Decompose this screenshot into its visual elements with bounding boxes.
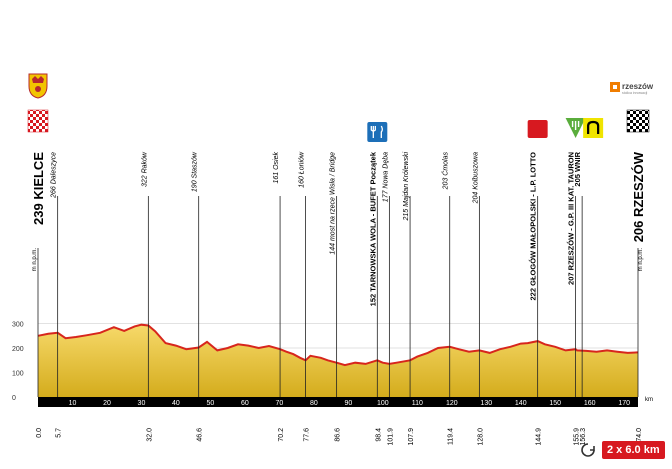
km-label: 46.6	[197, 428, 204, 442]
loop-icon	[581, 443, 595, 457]
x-tick-label: 30	[138, 400, 146, 407]
waypoint-label: 266 Daleszyce	[51, 152, 58, 199]
lap-badge: 2 x 6.0 km	[580, 438, 668, 462]
x-tick-label: 40	[172, 400, 180, 407]
start-flag-icon	[27, 109, 49, 133]
x-tick-label: 70	[275, 400, 283, 407]
km-label: 86.6	[335, 428, 342, 442]
sprint-icon	[527, 120, 548, 138]
km-label: 70.2	[278, 428, 285, 442]
waypoint-label: 152 TARNOWSKA WOLA - BUFET Początek	[368, 151, 377, 306]
km-label: 32.0	[146, 428, 153, 442]
y-tick-label: 0	[12, 395, 16, 402]
rzeszow-logo-sub: stolica innowacji	[622, 91, 648, 95]
kielce-crest-icon	[28, 73, 48, 99]
waypoint-label: 207 RZESZÓW - G.P. III KAT. TAURON	[567, 152, 576, 285]
km-label: 107.9	[408, 428, 415, 446]
x-tick-label: 60	[241, 400, 249, 407]
y-tick-label: 100	[12, 371, 24, 378]
x-tick-label: 100	[377, 400, 389, 407]
x-tick-label: 20	[103, 400, 111, 407]
km-label: 119.4	[448, 428, 455, 445]
waypoint-label: 190 Staszów	[192, 151, 199, 192]
km-label: 77.6	[304, 428, 311, 442]
km-label: 174.0	[636, 428, 643, 446]
waypoint-label: 205 WNIR	[573, 151, 582, 186]
start-label: 239 KIELCE	[31, 152, 46, 225]
x-tick-label: 50	[207, 400, 215, 407]
km-label: 101.9	[387, 428, 394, 446]
axis-bar	[38, 397, 638, 407]
profile-area	[37, 323, 639, 397]
feed-zone-icon	[367, 122, 388, 142]
y-axis-label-end: m n.p.m.	[638, 248, 644, 272]
x-tick-label: 150	[549, 400, 561, 407]
x-tick-label: 130	[480, 400, 492, 407]
x-tick-label: 120	[446, 400, 458, 407]
lap-distance: 2 x 6.0 km	[602, 441, 665, 459]
waypoint-label: 222 GŁOGÓW MAŁOPOLSKI - L.P. LOTTO	[529, 152, 538, 301]
km-label: 128.0	[477, 428, 484, 446]
waypoint-markers	[37, 196, 639, 397]
profile-fill	[38, 324, 638, 397]
waypoint-label: 161 Osiek	[273, 152, 280, 184]
rzeszow-logo-text: rzeszów	[622, 82, 654, 91]
x-tick-label: 10	[69, 400, 77, 407]
km-label: 144.9	[536, 428, 543, 446]
km-label: 156.3	[580, 428, 587, 446]
waypoint-label: 322 Raków	[141, 151, 148, 187]
waypoint-label: 215 Majdan Królewski	[403, 152, 410, 222]
finish-label: 206 RZESZÓW	[631, 151, 646, 242]
waypoint-label: 203 Ćmolas	[441, 152, 450, 191]
x-tick-label: 160	[584, 400, 596, 407]
y-axis-label: m n.p.m.	[32, 248, 38, 272]
km-label: 0.0	[36, 428, 43, 438]
y-tick-label: 300	[12, 322, 24, 329]
mountain-icon	[565, 118, 586, 138]
waypoint-label: 204 Kolbuszowa	[472, 152, 479, 204]
km-label: 98.4	[375, 428, 382, 442]
finish-flag-icon	[626, 109, 650, 133]
x-tick-label: 90	[344, 400, 352, 407]
waypoint-label: 160 Łoniów	[299, 151, 306, 188]
waypoint-label: 177 Nowa Dęba	[382, 152, 389, 202]
x-tick-label: 170	[618, 400, 630, 407]
finish-circuit-icon	[583, 118, 604, 138]
km-axis: 10 20 30 40 50 60 70 80 90 100 110 120 130 140 150 160 1…	[38, 397, 653, 407]
x-tick-label: 140	[515, 400, 527, 407]
km-label: 155.9	[574, 428, 581, 446]
km-label: 5.7	[56, 428, 63, 438]
waypoint-label: 144 most na rzece Wisła / Bridge	[330, 152, 337, 255]
waypoint-labels: 0.0 5.7 32.0 46.6 70.2 77.6 86.6 98.4 101.9 107.9…	[31, 151, 646, 445]
y-tick-label: 200	[12, 346, 24, 353]
x-tick-label: 110	[412, 400, 423, 407]
x-axis-label: km	[645, 397, 653, 403]
x-tick-label: 80	[310, 400, 318, 407]
